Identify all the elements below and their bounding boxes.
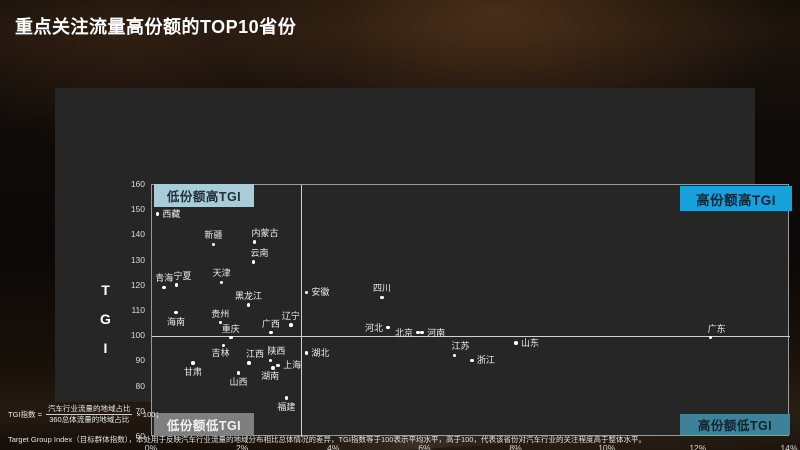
formula-prefix: TGI指数 = bbox=[8, 410, 42, 419]
data-point-dot bbox=[380, 295, 384, 300]
data-point-label: 湖北 bbox=[311, 347, 330, 358]
x-tick-label: 2% bbox=[235, 443, 249, 450]
data-point-label: 陕西 bbox=[267, 346, 286, 357]
formula-denominator: 360总体流量的地域占比 bbox=[49, 415, 130, 424]
formula-numerator: 汽车行业流量的地域占比 bbox=[45, 404, 133, 415]
data-point-label: 天津 bbox=[212, 268, 231, 279]
data-point-dot bbox=[470, 358, 474, 363]
data-point-dot bbox=[162, 285, 166, 290]
formula-suffix: × 100； bbox=[136, 410, 163, 419]
data-point-label: 青海 bbox=[155, 273, 174, 284]
x-tick-label: 12% bbox=[689, 443, 707, 450]
quadrant-label-low-share-low-tgi: 低份额低TGI bbox=[154, 413, 254, 436]
data-point-label: 福建 bbox=[277, 402, 296, 413]
y-tick-label: 150 bbox=[130, 204, 145, 215]
data-point-label: 黑龙江 bbox=[235, 290, 263, 301]
data-point-dot bbox=[304, 351, 309, 355]
data-point-dot bbox=[229, 335, 233, 340]
data-point-label: 新疆 bbox=[204, 230, 223, 241]
y-tick-label: 60 bbox=[135, 431, 145, 441]
y-tick-label: 120 bbox=[130, 279, 145, 290]
data-point-dot bbox=[211, 242, 216, 247]
quadrant-label-high-share-low-tgi: 高份额低TGI bbox=[680, 414, 790, 435]
x-tick-label: 10% bbox=[598, 443, 616, 450]
data-point-label: 上海 bbox=[283, 360, 302, 371]
data-point-dot bbox=[218, 320, 223, 325]
data-point-dot bbox=[386, 325, 390, 330]
data-point-label: 山西 bbox=[229, 377, 248, 387]
x-tick-label: 14% bbox=[780, 443, 798, 450]
data-point-dot bbox=[271, 366, 275, 370]
data-point-label: 海南 bbox=[167, 316, 186, 327]
tgi-formula-footnote: TGI指数 = 汽车行业流量的地域占比 360总体流量的地域占比 × 100； bbox=[8, 404, 163, 425]
data-point-label: 贵州 bbox=[211, 308, 230, 319]
data-point-label: 浙江 bbox=[476, 355, 495, 366]
data-point-dot bbox=[174, 283, 179, 287]
data-point-label: 辽宁 bbox=[281, 311, 300, 322]
quadrant-label-high-share-high-tgi: 高份额高TGI bbox=[680, 186, 792, 211]
y-tick-label: 130 bbox=[130, 254, 145, 265]
data-point-label: 江西 bbox=[245, 348, 264, 359]
scatter-chart-panel: TGI 低份额高TGI 高份额高TGI 低份额低TGI 高份额低TGI 160 1… bbox=[55, 88, 798, 450]
data-point-label: 河南 bbox=[427, 327, 446, 338]
data-point-dot bbox=[304, 290, 309, 295]
data-point-label: 山东 bbox=[521, 337, 540, 348]
data-point-dot bbox=[452, 353, 457, 358]
formula-fraction: 汽车行业流量的地域占比 360总体流量的地域占比 bbox=[45, 404, 133, 425]
data-point-dot bbox=[276, 363, 280, 368]
data-point-dot bbox=[191, 361, 195, 365]
quadrant-label-low-share-high-tgi: 低份额高TGI bbox=[154, 184, 254, 207]
tgi-description-footnote: Target Group Index（目标群体指数），本处用于反映汽车行业流量的… bbox=[8, 435, 646, 444]
data-point-dot bbox=[251, 260, 256, 264]
data-point-dot bbox=[252, 240, 257, 244]
y-axis-title: TGI bbox=[100, 282, 111, 356]
data-point-dot bbox=[236, 371, 241, 375]
data-point-label: 甘肃 bbox=[183, 366, 202, 377]
tgi-100-divider-line bbox=[152, 336, 790, 338]
data-point-dot bbox=[247, 361, 251, 365]
data-point-dot bbox=[284, 396, 289, 400]
y-tick-label: 90 bbox=[135, 355, 145, 366]
data-point-dot bbox=[221, 343, 226, 348]
data-point-dot bbox=[268, 358, 273, 363]
page-title: 重点关注流量高份额的TOP10省份 bbox=[15, 17, 297, 37]
data-point-label: 吉林 bbox=[211, 348, 230, 359]
x-tick-label: 6% bbox=[418, 443, 431, 450]
data-point-dot bbox=[246, 303, 251, 307]
y-tick-label: 140 bbox=[130, 229, 145, 240]
data-point-label: 西藏 bbox=[162, 209, 181, 220]
data-point-label: 四川 bbox=[373, 283, 392, 294]
plot-area bbox=[151, 184, 790, 437]
data-point-label: 北京 bbox=[395, 327, 414, 338]
data-point-label: 安徽 bbox=[311, 287, 330, 298]
data-point-label: 云南 bbox=[250, 248, 269, 259]
x-tick-label: 4% bbox=[327, 443, 340, 450]
y-tick-label: 160 bbox=[130, 179, 145, 189]
average-share-divider-line bbox=[300, 185, 302, 437]
data-point-dot bbox=[289, 323, 293, 327]
data-point-dot bbox=[708, 335, 713, 340]
data-point-label: 湖南 bbox=[261, 370, 280, 381]
data-point-label: 宁夏 bbox=[173, 270, 192, 281]
data-point-dot bbox=[420, 330, 424, 335]
x-tick-label: 8% bbox=[509, 443, 522, 450]
y-tick-label: 80 bbox=[135, 380, 145, 391]
data-point-label: 河北 bbox=[364, 322, 383, 333]
data-point-dot bbox=[219, 280, 224, 285]
y-tick-label: 70 bbox=[135, 405, 145, 416]
y-tick-label: 100 bbox=[130, 330, 145, 341]
data-point-label: 江苏 bbox=[451, 341, 470, 352]
x-tick-label: 0% bbox=[144, 443, 158, 450]
data-point-label: 内蒙古 bbox=[251, 227, 279, 238]
data-point-dot bbox=[416, 330, 420, 335]
data-point-label: 重庆 bbox=[221, 323, 240, 334]
data-point-dot bbox=[155, 212, 160, 216]
data-point-label: 广西 bbox=[261, 318, 280, 329]
data-point-dot bbox=[174, 310, 178, 315]
data-point-label: 广东 bbox=[707, 323, 726, 334]
data-point-dot bbox=[269, 330, 273, 335]
y-tick-label: 110 bbox=[131, 305, 145, 315]
data-point-dot bbox=[514, 341, 518, 345]
